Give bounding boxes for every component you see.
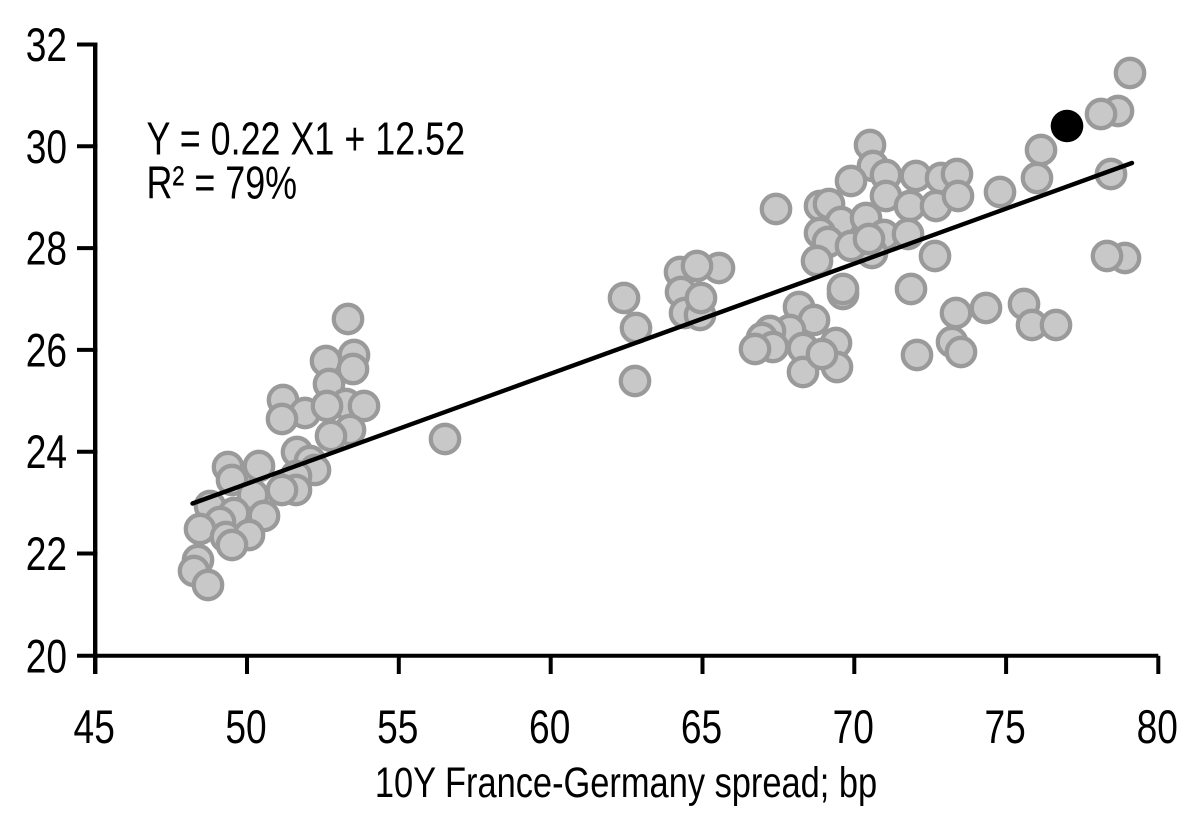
svg-text:20: 20 xyxy=(26,630,67,682)
svg-text:55: 55 xyxy=(377,701,418,753)
svg-text:60: 60 xyxy=(529,701,570,753)
svg-text:70: 70 xyxy=(833,701,874,753)
svg-text:30: 30 xyxy=(26,121,67,173)
svg-text:10Y France-Germany spread; bp: 10Y France-Germany spread; bp xyxy=(375,760,877,807)
svg-text:22: 22 xyxy=(26,528,67,580)
svg-text:32: 32 xyxy=(26,19,67,71)
svg-text:65: 65 xyxy=(681,701,722,753)
svg-text:26: 26 xyxy=(26,324,67,376)
svg-text:45: 45 xyxy=(74,701,115,753)
svg-text:R² = 79%: R² = 79% xyxy=(147,156,298,209)
svg-text:75: 75 xyxy=(984,701,1025,753)
svg-text:50: 50 xyxy=(225,701,266,753)
svg-text:80: 80 xyxy=(1137,701,1178,753)
svg-text:24: 24 xyxy=(26,426,67,478)
svg-text:28: 28 xyxy=(26,222,67,274)
svg-text:Y = 0.22 X1 + 12.52: Y = 0.22 X1 + 12.52 xyxy=(147,112,466,165)
